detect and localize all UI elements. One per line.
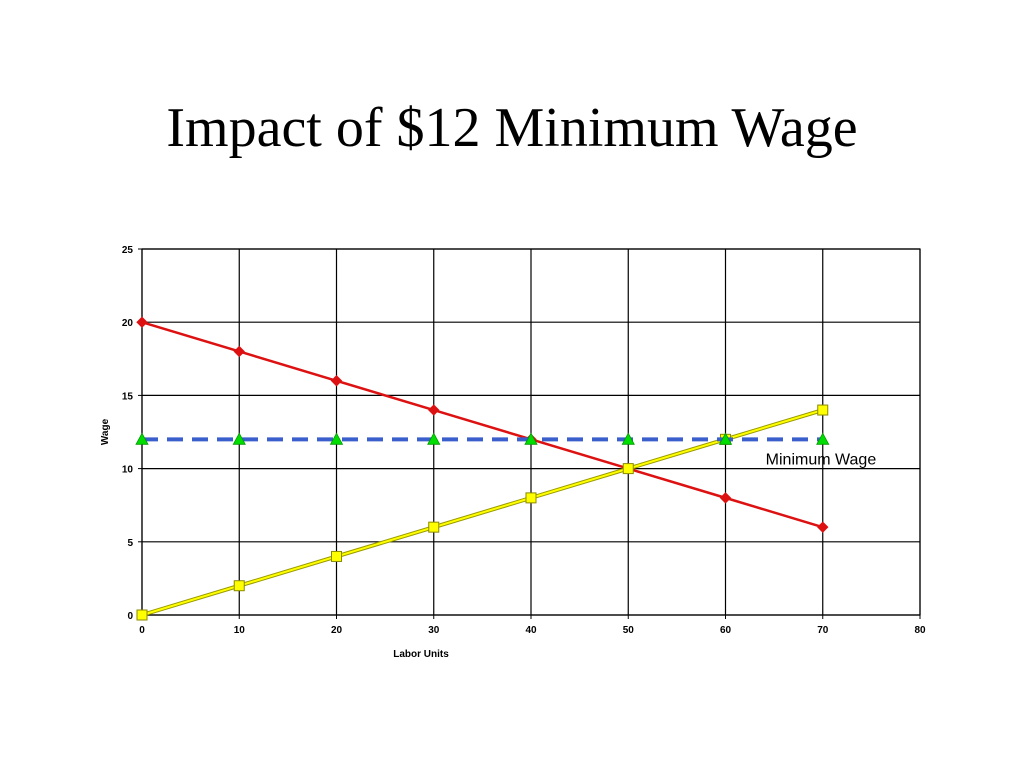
- x-tick-label: 0: [139, 625, 145, 636]
- x-tick-label: 30: [428, 625, 440, 636]
- triangle-marker: [232, 432, 246, 445]
- triangle-marker: [718, 432, 733, 445]
- square-marker: [622, 463, 634, 475]
- y-tick-label: 10: [122, 465, 134, 476]
- annotation-minimum-wage: Minimum Wage: [766, 451, 877, 468]
- triangle-marker: [816, 432, 830, 445]
- x-tick-label: 70: [817, 625, 829, 636]
- diamond-marker: [428, 404, 440, 416]
- x-tick-label: 20: [331, 625, 343, 636]
- triangle-marker: [524, 432, 538, 445]
- x-tick-label: 50: [623, 625, 635, 636]
- diamond-marker: [719, 492, 732, 504]
- diamond-marker: [330, 375, 343, 387]
- x-axis-title: Labor Units: [393, 649, 449, 660]
- triangle-marker: [427, 432, 441, 445]
- axes: 0 10 20 30 40 50 60 70 80 0 5 10 15 20 25: [122, 245, 926, 636]
- diamond-marker: [136, 316, 148, 328]
- square-marker: [525, 492, 537, 504]
- series-line: [141, 321, 824, 529]
- diamond-marker: [233, 345, 245, 358]
- grid: [141, 248, 921, 616]
- y-tick-label: 5: [127, 538, 133, 549]
- series-layer: [135, 316, 830, 621]
- x-tick-label: 60: [720, 625, 732, 636]
- square-marker: [817, 404, 829, 416]
- x-tick-label: 40: [525, 625, 537, 636]
- y-tick-label: 15: [122, 391, 134, 402]
- x-tick-label: 10: [234, 625, 246, 636]
- y-tick-label: 20: [122, 318, 134, 329]
- triangle-marker: [329, 432, 344, 445]
- y-tick-label: 0: [127, 611, 133, 622]
- square-marker: [428, 521, 440, 533]
- square-marker: [136, 609, 148, 621]
- x-tick-label: 80: [914, 625, 926, 636]
- triangle-marker: [135, 432, 149, 445]
- labels: Labor Units Wage Minimum Wage: [100, 418, 876, 660]
- square-marker: [233, 580, 245, 592]
- diamond-marker: [817, 521, 829, 533]
- slide-title: Impact of $12 Minimum Wage: [166, 97, 858, 159]
- y-tick-label: 25: [122, 245, 134, 256]
- square-marker: [331, 550, 342, 562]
- y-axis-title: Wage: [100, 418, 111, 445]
- series-line: [141, 409, 824, 616]
- triangle-marker: [621, 432, 635, 445]
